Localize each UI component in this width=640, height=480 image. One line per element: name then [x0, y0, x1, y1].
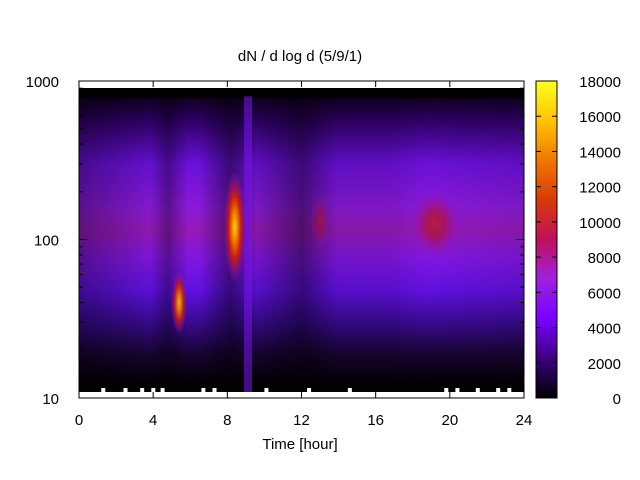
heatmap-gap	[160, 388, 165, 392]
heatmap-shading	[79, 81, 524, 398]
colorbar-tick-label: 16000	[579, 109, 621, 126]
heatmap-gap	[444, 388, 449, 392]
colorbar-tick-label: 12000	[579, 180, 621, 197]
heatmap-streak	[244, 96, 253, 399]
heatmap-gap	[201, 388, 206, 392]
y-tick-label: 1000	[26, 74, 59, 91]
heatmap-gap	[475, 388, 480, 392]
heatmap-gap	[496, 388, 501, 392]
colorbar-tick-label: 8000	[588, 250, 621, 267]
chart-title: dN / d log d (5/9/1)	[238, 48, 362, 65]
x-axis: 0 4 8 12 16 20 24	[75, 81, 533, 429]
x-axis-label: Time [hour]	[262, 436, 337, 453]
colorbar-tick-label: 14000	[579, 144, 621, 161]
colorbar-tick-label: 2000	[588, 356, 621, 373]
heatmap-gap	[307, 388, 312, 392]
heatmap-gap	[264, 388, 269, 392]
heatmap-gap	[101, 388, 106, 392]
x-tick-label: 24	[516, 412, 533, 429]
heatmap-top-band	[79, 88, 524, 98]
x-tick-label: 12	[293, 412, 310, 429]
colorbar-tick-label: 10000	[579, 215, 621, 232]
heatmap-gap	[455, 388, 460, 392]
heatmap-gap	[151, 388, 156, 392]
y-tick-label: 100	[34, 233, 59, 250]
x-tick-label: 20	[441, 412, 458, 429]
x-tick-label: 4	[149, 412, 157, 429]
colorbar-tick-label: 4000	[588, 321, 621, 338]
heatmap-gap	[140, 388, 145, 392]
heatmap-hotspot	[171, 270, 188, 335]
x-tick-label: 8	[223, 412, 231, 429]
heatmap-gap	[347, 388, 352, 392]
colorbar-gradient	[535, 80, 558, 399]
y-axis: 10 100 1000	[26, 74, 524, 408]
heatmap-hotspot	[310, 193, 331, 250]
y-tick-label: 10	[42, 391, 59, 408]
plot-area	[78, 80, 525, 399]
colorbar-tick-label: 0	[613, 391, 621, 408]
colorbar-tick-label: 6000	[588, 285, 621, 302]
heatmap-gap	[507, 388, 512, 392]
colorbar-tick-label: 18000	[579, 74, 621, 91]
heatmap-gap	[212, 388, 217, 392]
heatmap-gap	[123, 388, 128, 392]
x-tick-label: 0	[75, 412, 83, 429]
heatmap-hotspot	[411, 190, 459, 259]
colorbar: 0 2000 4000 6000 8000 10000 12000 14000 16000 180…	[535, 74, 621, 408]
heatmap-hotspot	[223, 170, 246, 283]
x-tick-label: 16	[367, 412, 384, 429]
